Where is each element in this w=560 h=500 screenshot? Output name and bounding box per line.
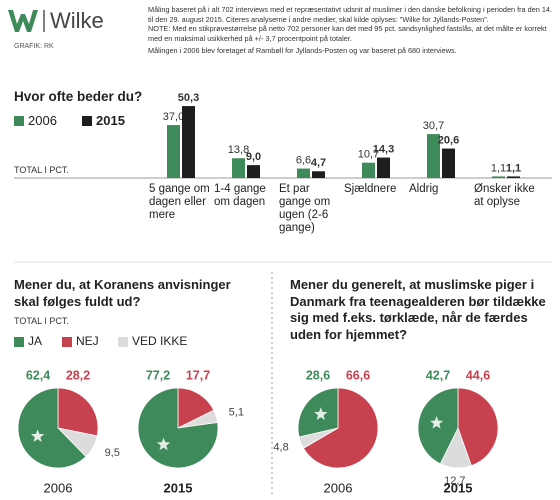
- category-label: Aldrig: [409, 183, 439, 195]
- value-label: 1,1: [506, 162, 521, 174]
- value-label: 42,7: [426, 368, 450, 382]
- bar: [427, 134, 440, 178]
- category-label: 1-4 gange om dagen: [214, 183, 266, 208]
- value-label: 9,0: [246, 151, 261, 163]
- star-icon: [314, 407, 328, 420]
- legend-label: 2015: [96, 113, 125, 128]
- category-label: Ønsker ikke at oplyse: [474, 183, 535, 208]
- chart-title: Mener du, at Koranens anvisninger skal f…: [14, 277, 231, 309]
- axis-label: TOTAL I PCT.: [14, 165, 69, 175]
- star-icon: [156, 437, 171, 451]
- value-label: 4,8: [273, 441, 288, 453]
- chart-title: Mener du generelt, at muslimske piger i …: [290, 277, 546, 342]
- bar: [297, 168, 310, 178]
- legend-label: 2006: [28, 113, 57, 128]
- legend-swatch: [62, 337, 72, 347]
- chart-title: Hvor ofte beder du?: [14, 89, 143, 104]
- star-icon: [30, 429, 45, 442]
- pie-label: 2015: [164, 480, 193, 495]
- note: Måling baseret på i alt 702 interviews m…: [148, 5, 552, 24]
- value-label: 50,3: [178, 92, 199, 104]
- value-label: 37,0: [163, 111, 184, 123]
- bar: [247, 165, 260, 178]
- pie-slice: [177, 387, 215, 429]
- star-icon: [429, 415, 444, 429]
- value-label: 30,7: [423, 120, 444, 132]
- pie-slice: [17, 387, 87, 469]
- bar: [507, 176, 520, 178]
- legend-swatch: [118, 337, 128, 347]
- value-label: 14,3: [373, 143, 394, 155]
- category-label: 5 gange om dagen eller mere: [149, 183, 210, 221]
- value-label: 5,1: [229, 406, 244, 418]
- value-label: 13,8: [228, 144, 249, 156]
- logo-text: Wilke: [50, 8, 104, 33]
- value-label: 28,2: [66, 368, 90, 382]
- value-label: 4,7: [311, 157, 326, 169]
- pie-label: 2015: [444, 480, 473, 495]
- value-label: 44,6: [466, 368, 490, 382]
- note: NOTE: Med en stikprøvestørrelse på netto…: [148, 24, 547, 43]
- pie-label: 2006: [44, 480, 73, 495]
- value-label: 10,7: [358, 149, 379, 161]
- value-label: 12,7: [444, 475, 465, 487]
- value-label: 6,6: [296, 154, 311, 166]
- pie-label: 2006: [324, 480, 353, 495]
- credit: GRAFIK: RK: [14, 43, 54, 50]
- legend-label: NEJ: [76, 334, 99, 348]
- value-label: 66,6: [346, 368, 370, 382]
- value-label: 17,7: [186, 368, 210, 382]
- value-label: 62,4: [26, 368, 50, 382]
- value-label: 77,2: [146, 368, 170, 382]
- bar: [232, 158, 245, 178]
- pie-slice: [302, 387, 379, 469]
- value-label: 20,6: [438, 134, 459, 146]
- bar: [362, 162, 375, 178]
- value-label: 28,6: [306, 368, 330, 382]
- axis-label: TOTAL I PCT.: [14, 316, 69, 326]
- note: Målingen i 2006 blev foretaget af Rambøl…: [148, 46, 457, 55]
- value-label: 1,1: [491, 162, 506, 174]
- bar: [167, 125, 180, 178]
- legend-label: VED IKKE: [132, 334, 188, 348]
- category-label: Sjældnere: [344, 183, 397, 195]
- bar: [312, 171, 325, 178]
- pie-slice: [137, 387, 219, 469]
- legend-swatch: [14, 116, 24, 126]
- legend-swatch: [82, 116, 92, 126]
- bar: [182, 106, 195, 178]
- category-label: Et par gange om ugen (2-6 gange): [279, 183, 331, 234]
- notes: Måling baseret på i alt 702 interviews m…: [148, 5, 553, 56]
- bar: [492, 176, 505, 178]
- logo-icon: [8, 10, 38, 32]
- pie-slice: [457, 387, 499, 467]
- value-label: 9,5: [105, 447, 120, 459]
- bar: [377, 157, 390, 178]
- legend-swatch: [14, 337, 24, 347]
- legend-label: JA: [28, 334, 43, 348]
- bar: [442, 148, 455, 178]
- pie-slice: [57, 387, 99, 437]
